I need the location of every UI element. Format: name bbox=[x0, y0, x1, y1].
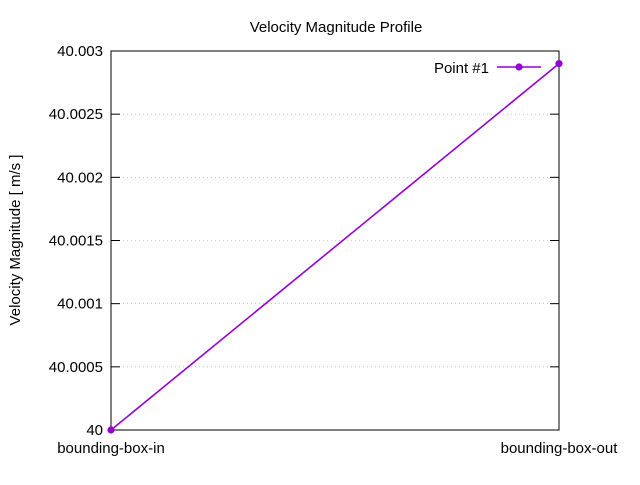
x-tick-labels: bounding-box-in bounding-box-out bbox=[57, 440, 618, 457]
y-tick-label: 40.003 bbox=[57, 43, 103, 60]
y-tick-label: 40.001 bbox=[57, 296, 103, 313]
y-axis-label: Velocity Magnitude [ m/s ] bbox=[7, 155, 24, 326]
x-tick-label: bounding-box-out bbox=[501, 440, 619, 457]
y-tick-labels: 40 40.0005 40.001 40.0015 40.002 40.0025 40.00… bbox=[49, 43, 103, 439]
y-tick-label: 40.0005 bbox=[49, 359, 103, 376]
y-tick-label: 40.002 bbox=[57, 169, 103, 186]
y-tick-label: 40 bbox=[86, 422, 103, 439]
x-tick-label: bounding-box-in bbox=[57, 440, 165, 457]
series-line-point-1 bbox=[110, 63, 560, 431]
grid-lines bbox=[111, 113, 559, 368]
chart-title: Velocity Magnitude Profile bbox=[250, 19, 423, 36]
y-tick-label: 40.0015 bbox=[49, 233, 103, 250]
axis-ticks bbox=[110, 50, 560, 431]
data-point-marker bbox=[107, 426, 115, 434]
y-tick-label: 40.0025 bbox=[49, 106, 103, 123]
data-series bbox=[107, 60, 563, 434]
legend-label-point-1: Point #1 bbox=[434, 60, 489, 77]
data-point-marker bbox=[555, 60, 563, 68]
legend: Point #1 bbox=[434, 60, 541, 77]
legend-marker-icon bbox=[515, 63, 523, 71]
